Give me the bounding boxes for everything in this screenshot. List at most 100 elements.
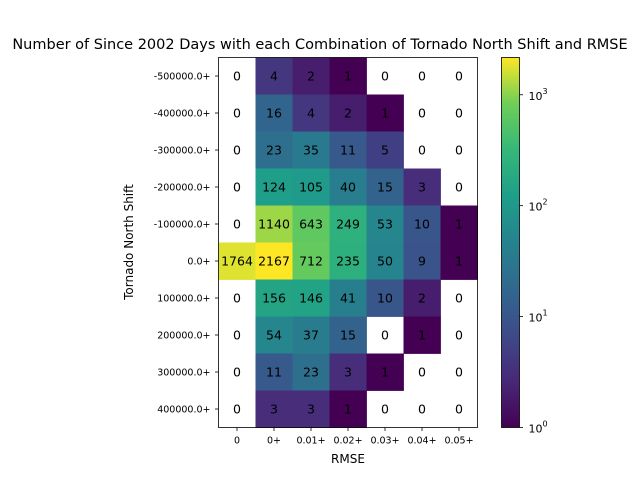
heatmap-cell	[366, 205, 404, 243]
heatmap-cell	[329, 279, 367, 317]
cell-value-label: 235	[336, 254, 360, 269]
cell-value-label: 0	[233, 69, 241, 84]
y-tick-label: 100000.0+	[157, 294, 210, 305]
heatmap-cell	[403, 168, 441, 206]
cell-value-label: 3	[270, 402, 278, 417]
y-tick-label: 200000.0+	[157, 331, 210, 342]
y-tick-label: -400000.0+	[154, 109, 211, 120]
cell-value-label: 37	[303, 328, 319, 343]
heatmap-cell	[255, 168, 293, 206]
heatmap-cell	[329, 168, 367, 206]
y-tick-label: -100000.0+	[154, 220, 211, 231]
cell-value-label: 15	[340, 328, 356, 343]
y-tick-label: -300000.0+	[154, 146, 211, 157]
cell-value-label: 1	[418, 328, 426, 343]
heatmap-cell	[292, 242, 330, 280]
heatmap-cell	[292, 316, 330, 354]
cell-value-label: 0	[418, 402, 426, 417]
heatmap-cell	[403, 279, 441, 317]
x-axis-ticks: 0 0+ 0.01+ 0.02+ 0.03+ 0.04+ 0.05+	[234, 427, 474, 447]
heatmap-cell	[329, 131, 367, 169]
heatmap-cells	[218, 57, 478, 428]
cell-value-label: 1	[344, 402, 352, 417]
heatmap-cell	[329, 57, 367, 95]
cell-value-label: 156	[262, 291, 286, 306]
cell-value-label: 0	[418, 365, 426, 380]
heatmap-cell	[366, 353, 404, 391]
cell-value-label: 0	[233, 106, 241, 121]
cell-value-label: 50	[377, 254, 393, 269]
cell-value-label: 1	[455, 217, 463, 232]
cell-value-label: 0	[418, 69, 426, 84]
cell-value-label: 2167	[258, 254, 290, 269]
heatmap-cell	[292, 205, 330, 243]
cell-value-label: 16	[266, 106, 282, 121]
cell-value-label: 0	[455, 402, 463, 417]
heatmap-cell	[292, 279, 330, 317]
heatmap-cell	[329, 242, 367, 280]
x-tick-label: 0.03+	[370, 436, 399, 447]
cell-value-label: 10	[414, 217, 430, 232]
cell-value-label: 2	[344, 106, 352, 121]
heatmap-cell	[292, 390, 330, 428]
heatmap-cell	[255, 57, 293, 95]
cell-value-label: 0	[455, 328, 463, 343]
heatmap-cell-labels: 0 4 2 1 0 0 00 16 4 2 1 0 00 23 35 11 5 0 00 124 105 40 15 3 00 1…	[221, 69, 463, 417]
heatmap-cell	[255, 94, 293, 132]
cell-value-label: 1764	[221, 254, 253, 269]
colorbar: 100 101 102 103	[501, 57, 548, 436]
cell-value-label: 105	[299, 180, 323, 195]
cell-value-label: 0	[233, 217, 241, 232]
heatmap-cell	[329, 94, 367, 132]
heatmap-cell	[440, 242, 478, 280]
cell-value-label: 0	[455, 69, 463, 84]
heatmap-cell	[255, 279, 293, 317]
cell-value-label: 0	[233, 291, 241, 306]
cell-value-label: 10	[377, 291, 393, 306]
cell-value-label: 0	[455, 143, 463, 158]
colorbar-tick-label: 100	[529, 420, 548, 436]
cell-value-label: 1140	[258, 217, 290, 232]
cell-value-label: 3	[307, 402, 315, 417]
heatmap-cell	[255, 353, 293, 391]
colorbar-gradient	[501, 57, 520, 428]
cell-value-label: 0	[233, 143, 241, 158]
cell-value-label: 9	[418, 254, 426, 269]
cell-value-label: 0	[381, 69, 389, 84]
heatmap-cell	[292, 353, 330, 391]
cell-value-label: 15	[377, 180, 393, 195]
cell-value-label: 23	[303, 365, 319, 380]
cell-value-label: 0	[381, 328, 389, 343]
x-axis-label: RMSE	[331, 452, 365, 466]
cell-value-label: 643	[299, 217, 323, 232]
heatmap-cell	[440, 205, 478, 243]
cell-value-label: 2	[307, 69, 315, 84]
cell-value-label: 11	[266, 365, 282, 380]
heatmap-cell	[255, 131, 293, 169]
x-tick-label: 0.05+	[444, 436, 473, 447]
heatmap-cell	[255, 390, 293, 428]
cell-value-label: 40	[340, 180, 356, 195]
colorbar-ticks: 100 101 102 103	[519, 87, 548, 436]
cell-value-label: 249	[336, 217, 360, 232]
cell-value-label: 0	[455, 180, 463, 195]
y-tick-label: 0.0+	[187, 257, 210, 268]
y-axis-ticks: -500000.0+ -400000.0+ -300000.0+ -200000.0+…	[154, 72, 219, 416]
cell-value-label: 0	[381, 402, 389, 417]
x-tick-label: 0+	[267, 436, 281, 447]
cell-value-label: 1	[455, 254, 463, 269]
cell-value-label: 5	[381, 143, 389, 158]
cell-value-label: 3	[344, 365, 352, 380]
x-tick-label: 0.01+	[296, 436, 325, 447]
heatmap-cell	[403, 205, 441, 243]
heatmap-cell	[366, 279, 404, 317]
heatmap-cell	[292, 57, 330, 95]
x-tick-label: 0	[234, 436, 240, 447]
heatmap-cell	[329, 390, 367, 428]
heatmap-cell	[403, 242, 441, 280]
heatmap-cell	[292, 168, 330, 206]
cell-value-label: 4	[307, 106, 315, 121]
heatmap-cell	[366, 168, 404, 206]
colorbar-tick-label: 102	[529, 198, 548, 214]
heatmap-cell	[366, 242, 404, 280]
